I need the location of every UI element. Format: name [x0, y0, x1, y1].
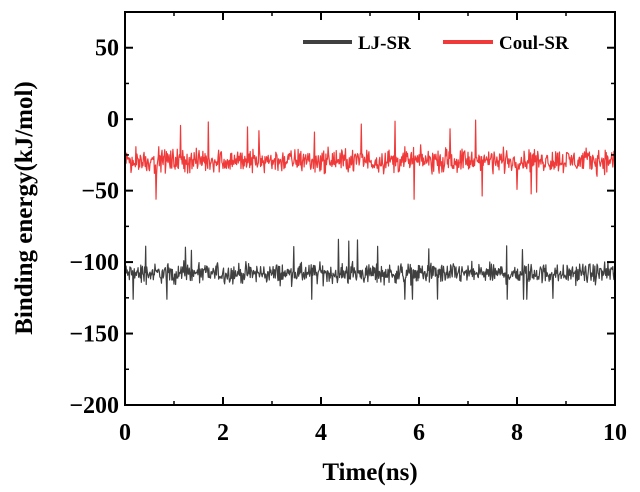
y-tick-label: −50: [81, 179, 119, 205]
y-tick-label: 50: [95, 36, 119, 62]
y-tick-label: −150: [69, 322, 119, 348]
x-tick-label: 2: [217, 420, 229, 446]
x-axis-title: Time(ns): [322, 459, 417, 486]
legend: LJ-SR Coul-SR: [303, 33, 569, 54]
series-line-coul-sr: [124, 119, 616, 200]
ticks-layer: 0 2 4 6 8 10 50 0 −50 −100 −150 −200: [69, 12, 627, 446]
plot-frame: [124, 11, 616, 406]
x-tick-label: 0: [119, 420, 131, 446]
x-tick-label: 10: [603, 420, 627, 446]
y-tick-label: 0: [107, 107, 119, 133]
y-axis-title: Binding energy(kJ/mol): [11, 81, 38, 335]
x-tick-label: 6: [413, 420, 425, 446]
y-tick-label: −200: [69, 393, 119, 419]
series-layer: [124, 119, 616, 300]
series-line-lj-sr: [124, 238, 616, 300]
legend-label-lj-sr: LJ-SR: [358, 33, 411, 54]
y-tick-label: −100: [69, 250, 119, 276]
x-tick-label: 8: [511, 420, 523, 446]
x-tick-label: 4: [315, 420, 327, 446]
legend-label-coul-sr: Coul-SR: [499, 33, 569, 54]
